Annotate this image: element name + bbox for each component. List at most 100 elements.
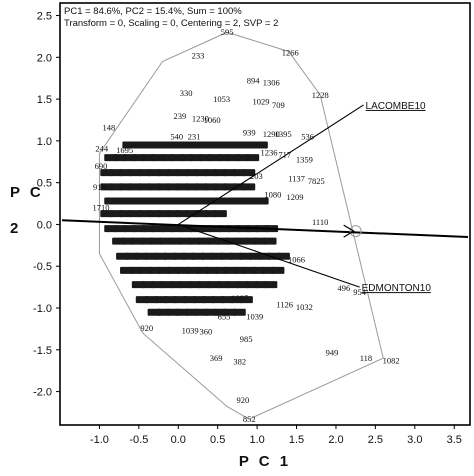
overprinted-label <box>239 296 253 304</box>
x-tick-label: -1.0 <box>90 434 109 446</box>
x-tick-label: 3.0 <box>407 434 422 446</box>
average-environment-arrowhead <box>343 224 355 238</box>
environment-vectors: LACOMBE10 EDMONTON10 <box>61 101 469 294</box>
y-tick-label: -1.0 <box>33 303 52 315</box>
genotype-label: 1053 <box>213 94 230 104</box>
genotype-label: 894 <box>247 76 261 86</box>
genotype-label: 939 <box>243 128 256 138</box>
header-line-2: Transform = 0, Scaling = 0, Centering = … <box>64 18 278 29</box>
genotype-label: 852 <box>243 414 256 424</box>
genotype-label: 1126 <box>276 300 293 310</box>
genotype-label: 1137 <box>288 173 305 183</box>
y-tick-label: 2.0 <box>37 52 52 64</box>
hull-polygon <box>98 31 384 420</box>
genotype-label: 7825 <box>308 176 325 186</box>
overprinted-label <box>264 281 278 289</box>
genotype-labels: 595 1266 233 894 1306 1228 330 1053 1029 709 239 12… <box>93 27 400 424</box>
genotype-label: 717 <box>278 149 291 159</box>
genotype-label: 1306 <box>263 77 280 87</box>
genotype-label: 954 <box>353 287 367 297</box>
genotype-label: 1032 <box>296 302 313 312</box>
x-tick-label: -0.5 <box>129 434 148 446</box>
genotype-label: 203 <box>250 171 263 181</box>
x-tick-label: 0.5 <box>210 434 225 446</box>
overprinted-label <box>271 266 285 274</box>
genotype-label: 382 <box>233 356 246 366</box>
genotype-label: 1039 <box>246 311 263 321</box>
genotype-label: 360 <box>199 326 212 336</box>
genotype-label: 1039 <box>182 326 199 336</box>
overprinted-label <box>246 154 260 162</box>
genotype-label: 536 <box>301 132 314 142</box>
genotype-label: 369 <box>210 353 223 363</box>
genotype-label: 985 <box>240 334 253 344</box>
y-tick-label: 1.0 <box>37 136 52 148</box>
axis-ticks: -1.0 -0.5 0.0 0.5 1.0 1.5 2.0 2.5 3.0 3.5 2.5 2.0 1.… <box>33 11 462 446</box>
y-axis-title-part-1: P C <box>10 184 44 201</box>
genotype-label: 1029 <box>253 97 270 107</box>
genotype-label: 244 <box>95 143 109 153</box>
overprinted-label <box>213 210 227 218</box>
genotype-label: 1228 <box>312 90 329 100</box>
environment-vector-label: EDMONTON10 <box>362 283 432 294</box>
genotype-label: 920 <box>140 323 153 333</box>
genotype-label: 1080 <box>264 189 281 199</box>
overprinted-label <box>263 237 277 245</box>
overprinted-label <box>242 183 256 191</box>
convex-hull <box>98 31 384 420</box>
y-tick-label: -0.5 <box>33 261 52 273</box>
genotype-label: 540 <box>170 132 183 142</box>
environment-vector-line <box>178 223 360 288</box>
overprinted-label <box>254 141 268 149</box>
dense-label-clusters <box>100 141 290 316</box>
genotype-label: 148 <box>103 123 116 133</box>
genotype-label: 1082 <box>383 356 400 366</box>
genotype-label: 690 <box>95 161 108 171</box>
genotype-label: 1209 <box>286 192 303 202</box>
genotype-label: 1066 <box>288 255 305 265</box>
overprinted-label <box>232 308 246 316</box>
x-tick-label: 2.5 <box>368 434 383 446</box>
overprinted-label <box>276 252 290 260</box>
genotype-label: 231 <box>188 132 201 142</box>
environment-vector-label: LACOMBE10 <box>366 101 426 112</box>
genotype-label: 496 <box>337 283 350 293</box>
genotype-label: 655 <box>218 311 231 321</box>
genotype-label: 1695 <box>116 145 133 155</box>
genotype-label: 1097 <box>231 293 248 303</box>
genotype-label: 1236 <box>260 148 277 158</box>
y-tick-label: -1.5 <box>33 345 52 357</box>
genotype-label: 595 <box>221 27 234 37</box>
x-tick-label: 2.0 <box>328 434 343 446</box>
genotype-label: 1230 <box>192 113 209 123</box>
header-line-1: PC1 = 84.6%, PC2 = 15.4%, Sum = 100% <box>64 6 242 17</box>
genotype-label: 233 <box>192 51 205 61</box>
environment-vector-line <box>177 104 364 225</box>
average-environment-axis <box>61 219 469 238</box>
y-tick-label: 2.5 <box>37 11 52 23</box>
y-tick-label: 1.5 <box>37 94 52 106</box>
genotype-label: 1710 <box>93 203 110 213</box>
genotype-label: 918 <box>93 182 106 192</box>
genotype-label: 239 <box>173 111 186 121</box>
genotype-label: 330 <box>180 88 193 98</box>
genotype-label: 949 <box>326 347 339 357</box>
y-tick-label: -2.0 <box>33 387 52 399</box>
x-tick-label: 3.5 <box>447 434 462 446</box>
genotype-label: 118 <box>360 353 372 363</box>
overprinted-label <box>255 197 269 205</box>
genotype-label: 1110 <box>312 217 328 227</box>
genotype-label: 709 <box>272 100 285 110</box>
genotype-label: 1359 <box>296 154 313 164</box>
y-axis-title-part-2: 2 <box>10 220 21 237</box>
plot-frame <box>59 2 471 426</box>
x-tick-label: 1.0 <box>249 434 264 446</box>
genotype-label: 1290 <box>263 129 280 139</box>
x-tick-label: 1.5 <box>289 434 304 446</box>
y-tick-label: 0.5 <box>37 178 52 190</box>
genotype-label: 920 <box>237 395 250 405</box>
x-tick-label: 0.0 <box>171 434 186 446</box>
genotype-label: 1395 <box>275 129 292 139</box>
overprinted-label <box>242 169 256 177</box>
